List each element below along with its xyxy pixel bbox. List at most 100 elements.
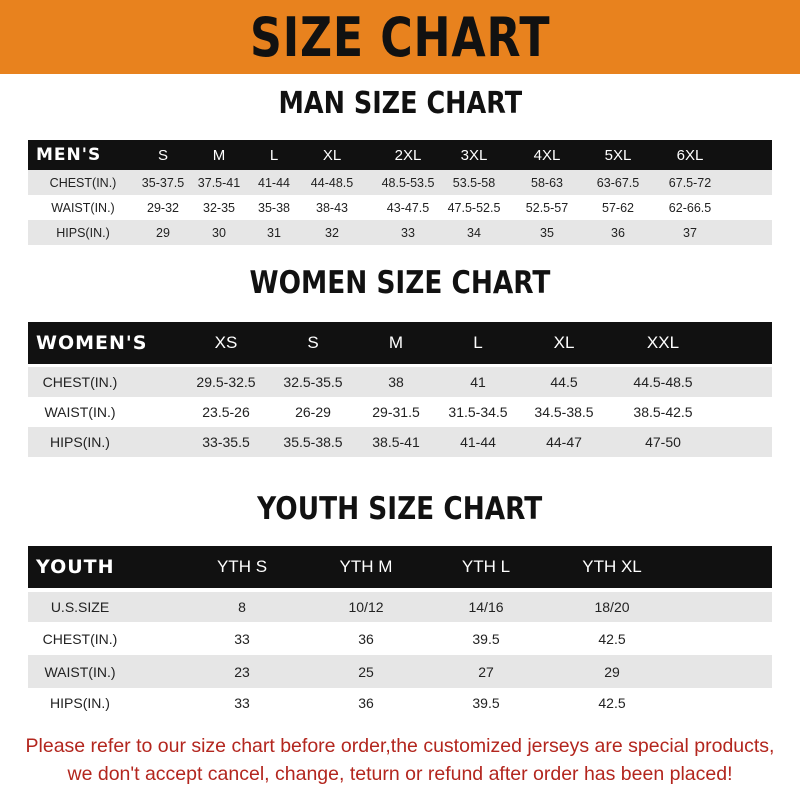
size-header-4xl: 4XL: [533, 146, 561, 164]
measurement-value: 37.5-41: [197, 175, 241, 190]
measurement-value: 38.5-41: [372, 434, 420, 450]
measurement-value: 14/16: [468, 599, 504, 615]
measurement-value: 25: [358, 663, 374, 680]
measurement-value: 38-43: [316, 200, 348, 215]
measurement-value: 32: [325, 225, 339, 240]
measurement-value: 44-48.5: [310, 175, 354, 190]
youth-row-chestin: CHEST(IN.) 33 36 39.5 42.5: [28, 622, 772, 655]
measurement-value: 58-63: [531, 175, 563, 190]
measurement-value: 62-66.5: [668, 200, 712, 215]
measurement-value: 44.5: [550, 374, 578, 390]
measurement-value: 53.5-58: [452, 175, 496, 190]
measurement-value: 29: [156, 225, 170, 240]
size-header-m: M: [212, 146, 226, 164]
measurement-label: HIPS(IN.): [50, 434, 110, 450]
measurement-value: 42.5: [598, 695, 626, 711]
women-row-hipsin: HIPS(IN.) 33-35.5 35.5-38.5 38.5-41 41-44 44-…: [28, 427, 772, 457]
measurement-value: 34: [467, 225, 481, 240]
women-row-chestin: CHEST(IN.) 29.5-32.5 32.5-35.5 38 41 44.5 44.5…: [28, 367, 772, 397]
size-header-6xl: 6XL: [676, 146, 704, 164]
measurement-value: 23.5-26: [202, 404, 250, 420]
men-heading: MAN SIZE CHART: [278, 86, 522, 121]
women-header-row: WOMEN'S XS S M L XL XXL: [28, 322, 772, 364]
size-header-yth-xl: YTH XL: [582, 557, 642, 576]
notice-line-2: we don't accept cancel, change, teturn o…: [67, 763, 733, 785]
measurement-value: 31.5-34.5: [448, 404, 508, 420]
measurement-label: WAIST(IN.): [51, 200, 115, 215]
measurement-value: 23: [234, 663, 250, 680]
youth-header-label: YOUTH: [36, 556, 115, 578]
measurement-value: 39.5: [472, 695, 500, 711]
measurement-value: 35-37.5: [141, 175, 185, 190]
youth-row-ussize: U.S.SIZE 8 10/12 14/16 18/20: [28, 592, 772, 622]
measurement-value: 31: [267, 225, 281, 240]
measurement-value: 29.5-32.5: [196, 374, 256, 390]
size-header-2xl: 2XL: [394, 146, 422, 164]
measurement-value: 41-44: [460, 434, 496, 450]
measurement-value: 30: [212, 225, 226, 240]
measurement-value: 48.5-53.5: [381, 175, 435, 190]
measurement-value: 43-47.5: [386, 200, 430, 215]
size-header-m: M: [388, 333, 404, 352]
size-header-yth-s: YTH S: [216, 557, 268, 576]
measurement-label: CHEST(IN.): [42, 630, 118, 647]
measurement-value: 37: [683, 225, 697, 240]
men-row-chestin: CHEST(IN.) 35-37.5 37.5-41 41-44 44-48.5 48.5…: [28, 170, 772, 195]
measurement-value: 33: [401, 225, 415, 240]
women-heading: WOMEN SIZE CHART: [249, 265, 551, 301]
men-size-table: MEN'S S M L XL 2XL 3XL 4XL 5XL 6XL CHEST(IN.) 35-37…: [28, 140, 772, 245]
size-header-xs: XS: [214, 333, 238, 352]
measurement-value: 26-29: [295, 404, 331, 420]
measurement-value: 52.5-57: [525, 200, 569, 215]
measurement-value: 47.5-52.5: [447, 200, 501, 215]
measurement-value: 36: [358, 695, 374, 711]
measurement-value: 42.5: [598, 630, 626, 647]
size-header-xxl: XXL: [646, 333, 680, 352]
measurement-value: 33-35.5: [202, 434, 250, 450]
men-header-row: MEN'S S M L XL 2XL 3XL 4XL 5XL 6XL: [28, 140, 772, 170]
measurement-value: 32.5-35.5: [283, 374, 343, 390]
youth-row-waistin: WAIST(IN.) 23 25 27 29: [28, 655, 772, 688]
measurement-value: 47-50: [645, 434, 681, 450]
measurement-value: 38: [388, 374, 404, 390]
size-header-l: L: [473, 333, 483, 352]
measurement-value: 39.5: [472, 630, 500, 647]
youth-heading: YOUTH SIZE CHART: [257, 491, 543, 527]
notice-line-1: Please refer to our size chart before or…: [25, 735, 775, 757]
measurement-value: 33: [234, 695, 250, 711]
measurement-value: 44-47: [546, 434, 582, 450]
women-row-waistin: WAIST(IN.) 23.5-26 26-29 29-31.5 31.5-34.5 34…: [28, 397, 772, 427]
measurement-value: 41: [470, 374, 486, 390]
measurement-label: U.S.SIZE: [50, 599, 110, 615]
measurement-value: 57-62: [602, 200, 634, 215]
youth-header-row: YOUTH YTH S YTH M YTH L YTH XL: [28, 546, 772, 588]
measurement-value: 10/12: [348, 599, 384, 615]
measurement-value: 18/20: [594, 599, 630, 615]
measurement-label: HIPS(IN.): [50, 695, 110, 711]
size-header-xl: XL: [553, 333, 575, 352]
measurement-value: 35.5-38.5: [283, 434, 343, 450]
measurement-label: WAIST(IN.): [44, 663, 116, 680]
measurement-label: CHEST(IN.): [49, 175, 117, 190]
measurement-value: 29-32: [147, 200, 179, 215]
size-header-yth-m: YTH M: [339, 557, 393, 576]
youth-size-table: YOUTH YTH S YTH M YTH L YTH XL U.S.SIZE 8 10/12…: [28, 546, 772, 718]
measurement-value: 35: [540, 225, 554, 240]
size-header-s: S: [307, 333, 319, 352]
youth-row-hipsin: HIPS(IN.) 33 36 39.5 42.5: [28, 688, 772, 718]
men-row-hipsin: HIPS(IN.) 29 30 31 32 33 34 35 36 37: [28, 220, 772, 245]
men-header-label: MEN'S: [36, 145, 102, 165]
measurement-value: 34.5-38.5: [534, 404, 594, 420]
size-header-yth-l: YTH L: [461, 557, 511, 576]
measurement-value: 41-44: [258, 175, 290, 190]
women-header-label: WOMEN'S: [36, 332, 148, 354]
measurement-value: 35-38: [258, 200, 290, 215]
measurement-value: 63-67.5: [596, 175, 640, 190]
measurement-value: 36: [358, 630, 374, 647]
size-header-s: S: [157, 146, 169, 164]
measurement-value: 38.5-42.5: [633, 404, 693, 420]
size-header-l: L: [269, 146, 279, 164]
men-row-waistin: WAIST(IN.) 29-32 32-35 35-38 38-43 43-47.5 47.…: [28, 195, 772, 220]
women-size-table: WOMEN'S XS S M L XL XXL CHEST(IN.) 29.5-32.5 32.5…: [28, 322, 772, 457]
measurement-value: 33: [234, 630, 250, 647]
